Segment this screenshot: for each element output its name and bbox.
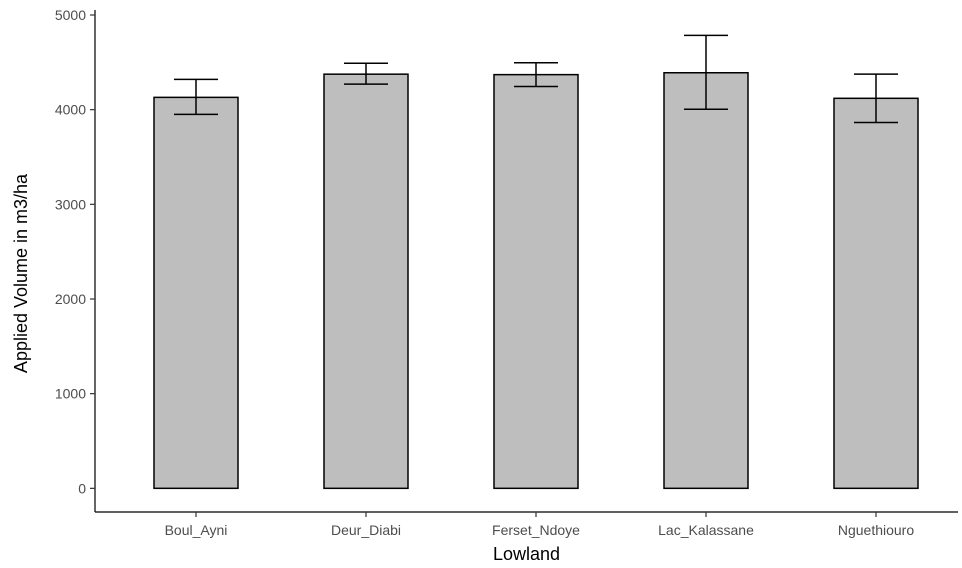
y-axis-title: Applied Volume in m3/ha	[11, 173, 31, 373]
error-bar-deur-diabi	[344, 62, 388, 85]
bars-layer	[153, 71, 919, 490]
y-tick-label: 4000	[55, 102, 86, 118]
error-bar-lac-kalassane	[684, 34, 728, 110]
y-ticks: 0 1000 2000 3000 4000 5000	[55, 7, 95, 496]
error-bar-boul-ayni	[174, 78, 218, 116]
bar-lac-kalassane	[663, 71, 749, 490]
axes-layer	[94, 10, 958, 513]
x-tick-label: Lac_Kalassane	[658, 522, 754, 538]
y-tick-label: 5000	[55, 7, 86, 23]
bar-nguethiouro	[833, 97, 919, 490]
x-tick-label: Boul_Ayni	[165, 522, 228, 538]
y-tick-label: 1000	[55, 386, 86, 402]
x-tick-label: Ferset_Ndoye	[492, 522, 580, 538]
y-tick-label: 3000	[55, 196, 86, 212]
bar-boul-ayni	[153, 96, 239, 490]
error-bars-layer	[174, 34, 898, 124]
error-bar-nguethiouro	[854, 73, 898, 124]
x-axis-title: Lowland	[493, 544, 560, 564]
bar-deur-diabi	[323, 73, 409, 490]
y-tick-label: 2000	[55, 291, 86, 307]
x-tick-label: Deur_Diabi	[331, 522, 401, 538]
bar-ferset-ndoye	[493, 73, 579, 490]
x-tick-label: Nguethiouro	[838, 522, 914, 538]
error-bar-ferset-ndoye	[514, 62, 558, 88]
y-tick-label: 0	[78, 480, 86, 496]
x-ticks: Boul_Ayni Deur_Diabi Ferset_Ndoye Lac_Kalas…	[165, 512, 914, 538]
